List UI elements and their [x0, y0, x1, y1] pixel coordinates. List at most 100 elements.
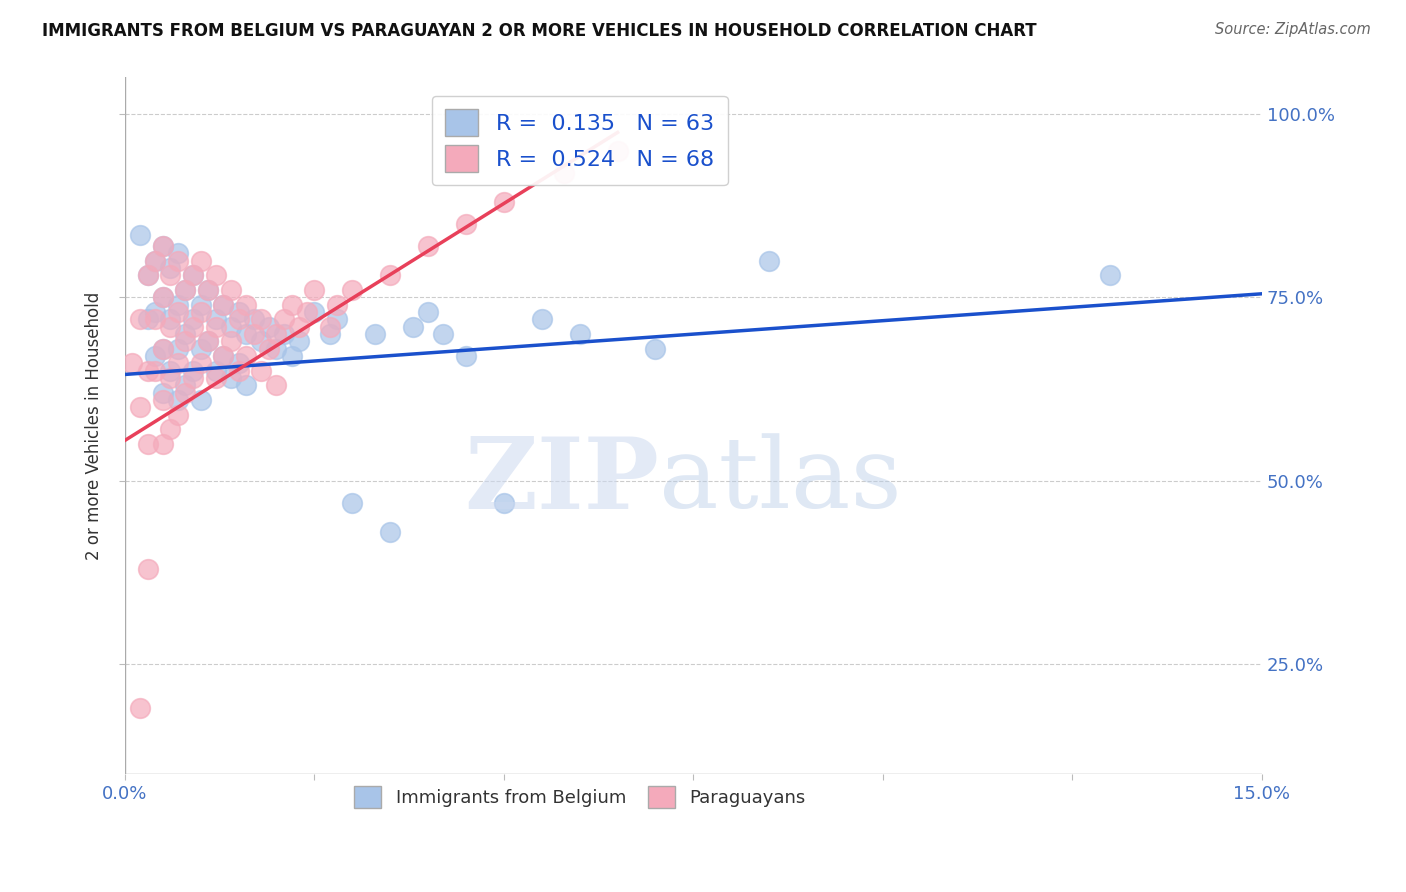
Point	[167, 393, 190, 408]
Point	[143, 305, 166, 319]
Point	[204, 312, 226, 326]
Point	[553, 166, 575, 180]
Point	[136, 364, 159, 378]
Point	[174, 334, 197, 349]
Point	[273, 312, 295, 326]
Point	[167, 408, 190, 422]
Point	[606, 144, 628, 158]
Point	[304, 305, 326, 319]
Point	[204, 371, 226, 385]
Point	[228, 364, 250, 378]
Point	[197, 283, 219, 297]
Point	[121, 356, 143, 370]
Point	[129, 701, 152, 715]
Point	[152, 385, 174, 400]
Point	[250, 312, 273, 326]
Point	[136, 437, 159, 451]
Point	[228, 356, 250, 370]
Point	[492, 195, 515, 210]
Point	[326, 312, 349, 326]
Point	[143, 349, 166, 363]
Point	[159, 319, 181, 334]
Point	[280, 298, 302, 312]
Point	[190, 393, 212, 408]
Point	[250, 334, 273, 349]
Point	[152, 342, 174, 356]
Point	[454, 217, 477, 231]
Point	[174, 327, 197, 342]
Point	[152, 393, 174, 408]
Point	[174, 283, 197, 297]
Point	[242, 327, 264, 342]
Point	[235, 378, 257, 392]
Point	[266, 327, 288, 342]
Point	[1099, 268, 1122, 283]
Point	[190, 356, 212, 370]
Point	[454, 349, 477, 363]
Point	[266, 342, 288, 356]
Point	[235, 327, 257, 342]
Point	[212, 349, 235, 363]
Point	[758, 253, 780, 268]
Point	[219, 334, 242, 349]
Point	[129, 228, 152, 243]
Point	[402, 319, 425, 334]
Point	[136, 562, 159, 576]
Point	[273, 327, 295, 342]
Point	[190, 298, 212, 312]
Point	[136, 268, 159, 283]
Point	[190, 253, 212, 268]
Point	[159, 261, 181, 276]
Point	[167, 305, 190, 319]
Point	[242, 312, 264, 326]
Point	[174, 385, 197, 400]
Point	[152, 342, 174, 356]
Point	[568, 327, 591, 342]
Point	[342, 496, 364, 510]
Point	[129, 312, 152, 326]
Point	[143, 364, 166, 378]
Y-axis label: 2 or more Vehicles in Household: 2 or more Vehicles in Household	[86, 292, 103, 560]
Point	[318, 327, 340, 342]
Point	[432, 327, 454, 342]
Point	[190, 305, 212, 319]
Point	[167, 253, 190, 268]
Point	[295, 305, 318, 319]
Point	[159, 364, 181, 378]
Point	[228, 312, 250, 326]
Point	[280, 349, 302, 363]
Point	[228, 305, 250, 319]
Point	[257, 319, 280, 334]
Point	[159, 268, 181, 283]
Point	[143, 253, 166, 268]
Point	[364, 327, 387, 342]
Text: ZIP: ZIP	[464, 433, 659, 530]
Point	[235, 349, 257, 363]
Text: Source: ZipAtlas.com: Source: ZipAtlas.com	[1215, 22, 1371, 37]
Point	[326, 298, 349, 312]
Point	[174, 283, 197, 297]
Point	[378, 268, 401, 283]
Point	[644, 342, 666, 356]
Point	[181, 319, 204, 334]
Point	[174, 378, 197, 392]
Point	[318, 319, 340, 334]
Point	[257, 342, 280, 356]
Point	[204, 319, 226, 334]
Point	[235, 298, 257, 312]
Point	[152, 290, 174, 304]
Point	[159, 312, 181, 326]
Point	[152, 290, 174, 304]
Point	[219, 371, 242, 385]
Point	[159, 371, 181, 385]
Point	[304, 283, 326, 297]
Point	[266, 378, 288, 392]
Point	[143, 253, 166, 268]
Point	[204, 268, 226, 283]
Point	[159, 422, 181, 436]
Point	[152, 239, 174, 253]
Point	[167, 356, 190, 370]
Point	[167, 246, 190, 260]
Point	[416, 305, 439, 319]
Point	[181, 364, 204, 378]
